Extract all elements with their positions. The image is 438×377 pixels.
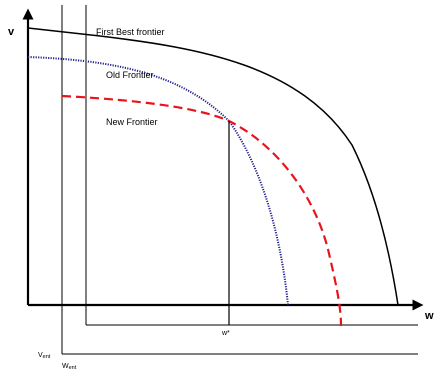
first-best-frontier-curve	[27, 27, 399, 306]
w-star-label: w*	[221, 330, 230, 337]
v-ent-label: Vent	[38, 352, 51, 360]
x-axis-label: w	[424, 310, 434, 322]
first-best-frontier-label: First Best frontier	[96, 27, 165, 37]
w-ent-subscript: ent	[69, 365, 77, 371]
v-ent-subscript: ent	[43, 354, 51, 360]
new-frontier-label: New Frontier	[106, 117, 158, 127]
v-ent-main: V	[38, 352, 43, 359]
w-ent-label: Went	[62, 363, 77, 371]
new-frontier-curve	[61, 94, 343, 327]
y-axis-label: v	[8, 26, 15, 38]
w-ent-main: W	[62, 363, 69, 370]
old-frontier-curve	[27, 56, 289, 306]
old-frontier-label: Old Frontier	[106, 70, 154, 80]
